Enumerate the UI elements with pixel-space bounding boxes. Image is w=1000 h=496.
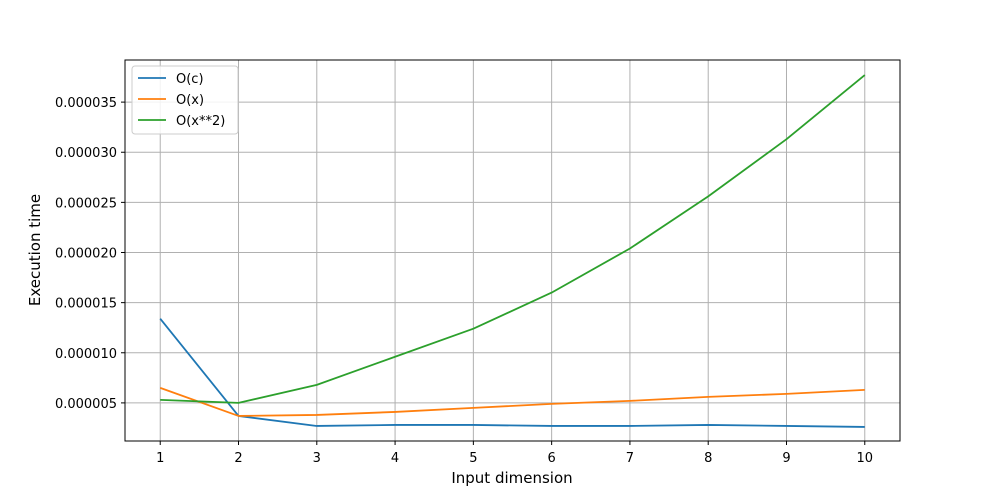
x-axis-ticks: 1 2 3 4 5 6 7 8 9 10	[156, 441, 873, 466]
y-tick-label: 0.000025	[55, 196, 117, 211]
grid	[125, 60, 900, 441]
x-tick-label: 2	[234, 451, 242, 466]
legend-box	[131, 65, 239, 135]
series-line-2	[160, 74, 866, 404]
x-tick-label: 1	[156, 451, 164, 466]
y-tick-label: 0.000030	[55, 146, 117, 161]
y-tick-label: 0.000005	[55, 397, 117, 412]
x-tick-label: 6	[548, 451, 556, 466]
legend-label-oc: O(c)	[176, 72, 204, 87]
y-tick-label: 0.000010	[55, 347, 117, 362]
x-tick-label: 4	[391, 451, 399, 466]
y-axis-ticks: 0.000005 0.000010 0.000015 0.000020 0.000025…	[55, 96, 125, 412]
x-tick-label: 9	[782, 451, 790, 466]
plot-area	[125, 60, 900, 441]
x-tick-label: 7	[626, 451, 634, 466]
legend-label-ox: O(x)	[176, 93, 204, 108]
series-lines	[159, 74, 866, 428]
x-tick-label: 10	[856, 451, 873, 466]
y-axis-label: Execution time	[26, 194, 44, 306]
legend-label-ox2: O(x**2)	[176, 114, 225, 129]
y-tick-label: 0.000015	[55, 297, 117, 312]
x-tick-label: 5	[469, 451, 477, 466]
series-line-1	[159, 387, 865, 417]
legend: O(c) O(x) O(x**2)	[131, 65, 239, 135]
x-tick-label: 8	[704, 451, 712, 466]
series-line-0	[159, 318, 865, 428]
y-tick-label: 0.000035	[55, 96, 117, 111]
plot-frame	[124, 59, 901, 442]
x-tick-label: 3	[313, 451, 321, 466]
y-tick-label: 0.000020	[55, 247, 117, 262]
x-axis-label: Input dimension	[451, 469, 572, 487]
